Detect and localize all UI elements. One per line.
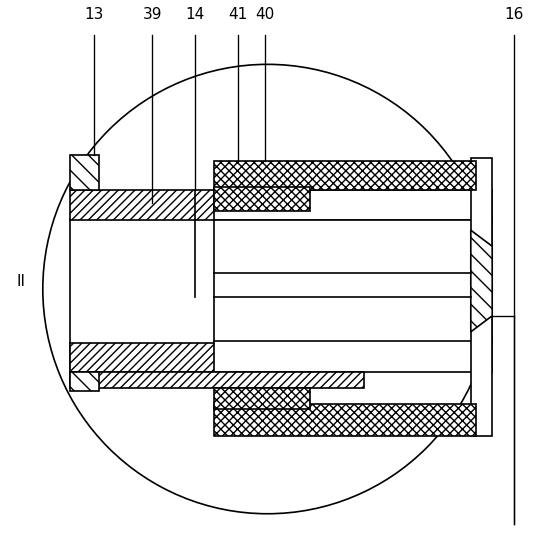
Text: 41: 41: [228, 7, 248, 21]
Text: 39: 39: [143, 7, 162, 21]
Bar: [70, 219, 230, 369]
Bar: [214, 388, 310, 410]
Polygon shape: [471, 230, 492, 332]
Bar: [70, 372, 364, 388]
Bar: [214, 219, 492, 342]
Text: 40: 40: [255, 7, 274, 21]
Bar: [214, 341, 492, 372]
Bar: [471, 158, 492, 436]
Text: 14: 14: [186, 7, 205, 21]
Bar: [214, 190, 492, 219]
Text: 13: 13: [84, 7, 103, 21]
Bar: [70, 190, 364, 219]
Polygon shape: [70, 155, 99, 190]
Bar: [214, 187, 310, 211]
Bar: [214, 161, 476, 190]
Text: II: II: [17, 274, 26, 289]
Bar: [70, 342, 364, 372]
Polygon shape: [70, 372, 99, 391]
Bar: [214, 404, 476, 436]
Text: 16: 16: [504, 7, 523, 21]
